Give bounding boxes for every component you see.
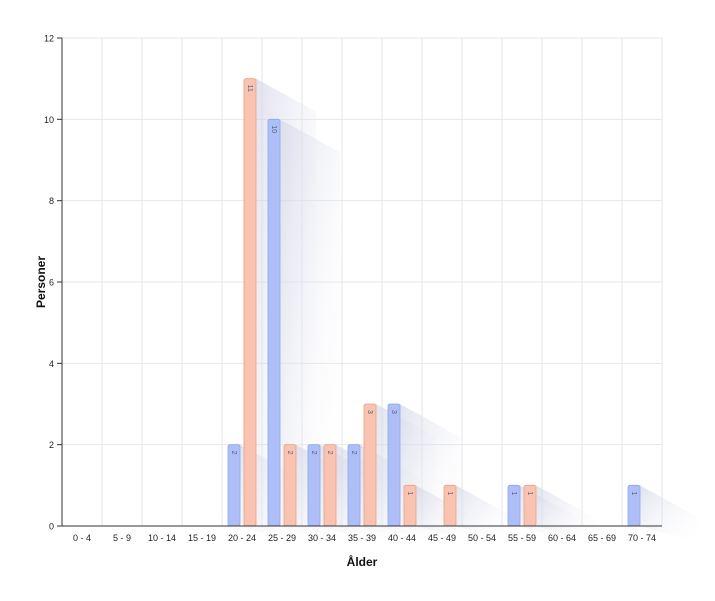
x-tick-label: 50 - 54 — [468, 533, 496, 543]
bar — [363, 403, 377, 527]
x-tick-label: 30 - 34 — [308, 533, 336, 543]
bar-value-label: 10 — [270, 125, 277, 133]
bar — [227, 444, 241, 527]
x-tick-label: 15 - 19 — [188, 533, 216, 543]
bar — [307, 444, 321, 527]
x-tick-label: 25 - 29 — [268, 533, 296, 543]
x-tick-label: 40 - 44 — [388, 533, 416, 543]
x-tick-label: 45 - 49 — [428, 533, 456, 543]
bar-value-label: 1 — [630, 491, 637, 495]
x-tick-label: 10 - 14 — [148, 533, 176, 543]
bar-value-label: 1 — [526, 491, 533, 495]
bar-value-label: 1 — [406, 491, 413, 495]
bar-shadow — [456, 485, 516, 544]
bar-value-label: 2 — [310, 451, 317, 455]
y-tick-label: 6 — [49, 278, 54, 288]
x-tick-label: 5 - 9 — [113, 533, 131, 543]
bar — [267, 118, 281, 527]
bar — [323, 444, 337, 527]
y-axis-label: Personer — [34, 256, 48, 308]
x-tick-label: 70 - 74 — [628, 533, 656, 543]
bar-shadow — [640, 485, 700, 544]
x-axis-label: Ålder — [347, 554, 378, 569]
bar-value-label: 2 — [350, 451, 357, 455]
y-tick-label: 10 — [44, 115, 54, 125]
bar-value-label: 2 — [230, 451, 237, 455]
x-tick-label: 20 - 24 — [228, 533, 256, 543]
x-tick-label: 55 - 59 — [508, 533, 536, 543]
bar-shadow — [536, 485, 596, 544]
x-tick-label: 65 - 69 — [588, 533, 616, 543]
y-tick-label: 12 — [44, 34, 54, 44]
bar-value-label: 3 — [390, 410, 397, 414]
y-tick-label: 8 — [49, 196, 54, 206]
bar-value-label: 2 — [326, 451, 333, 455]
y-tick-label: 2 — [49, 440, 54, 450]
bar — [243, 78, 257, 527]
y-tick-label: 4 — [49, 359, 54, 369]
bar-value-label: 11 — [246, 85, 253, 92]
x-tick-label: 60 - 64 — [548, 533, 576, 543]
bar — [387, 403, 401, 527]
y-tick-label: 0 — [49, 522, 54, 532]
bar — [347, 444, 361, 527]
bar-value-label: 2 — [286, 451, 293, 455]
bar-value-label: 1 — [446, 491, 453, 495]
x-tick-label: 0 - 4 — [73, 533, 91, 543]
bar-value-label: 1 — [510, 491, 517, 495]
bar-value-label: 3 — [366, 410, 373, 414]
bar — [283, 444, 297, 527]
x-tick-label: 35 - 39 — [348, 533, 376, 543]
